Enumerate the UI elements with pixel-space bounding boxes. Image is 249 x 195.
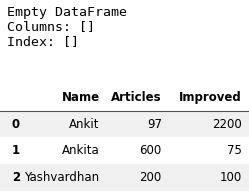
Text: 100: 100 (219, 171, 242, 184)
Text: Ankita: Ankita (62, 144, 100, 157)
Text: Empty DataFrame: Empty DataFrame (7, 6, 127, 19)
Text: 0: 0 (12, 118, 20, 131)
Text: Name: Name (62, 91, 100, 104)
Text: 75: 75 (227, 144, 242, 157)
Text: 97: 97 (147, 118, 162, 131)
Bar (0, 137, 249, 164)
Text: Columns: []: Columns: [] (7, 20, 95, 34)
Bar (0, 84, 249, 111)
Text: Index: []: Index: [] (7, 35, 79, 48)
Text: 200: 200 (140, 171, 162, 184)
Text: Yashvardhan: Yashvardhan (24, 171, 100, 184)
Bar (0, 164, 249, 191)
Text: Articles: Articles (111, 91, 162, 104)
Text: 2200: 2200 (212, 118, 242, 131)
Text: 1: 1 (12, 144, 20, 157)
Bar (0, 111, 249, 137)
Text: 600: 600 (140, 144, 162, 157)
Text: Improved: Improved (179, 91, 242, 104)
Text: Ankit: Ankit (69, 118, 100, 131)
Text: 2: 2 (12, 171, 20, 184)
